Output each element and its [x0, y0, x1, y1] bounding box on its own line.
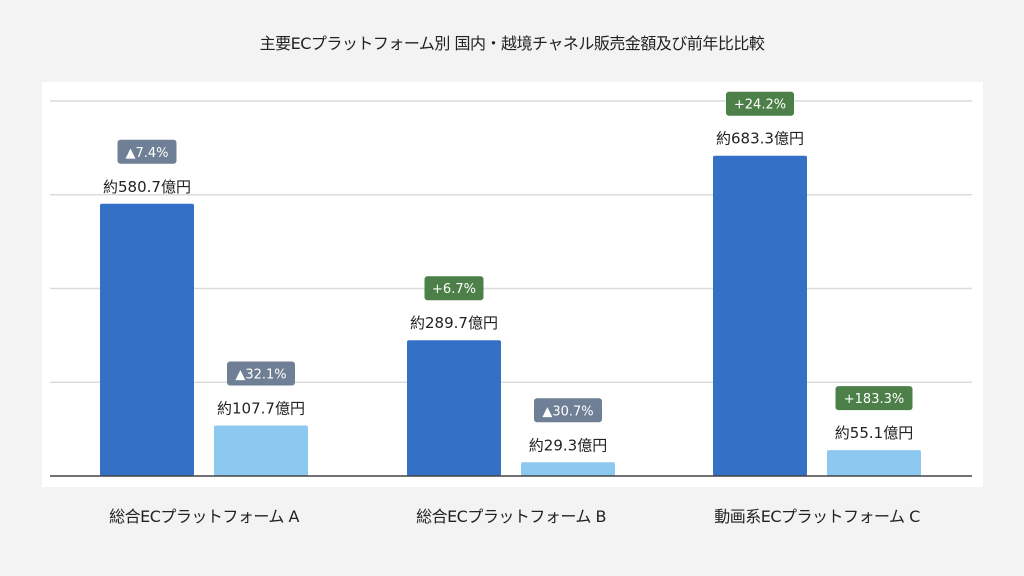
- value-label: 約29.3億円: [529, 436, 607, 454]
- bar-越境-2: [521, 462, 615, 476]
- change-badge: [534, 398, 602, 423]
- value-label: 約107.7億円: [217, 400, 305, 418]
- change-badge: [835, 386, 913, 411]
- change-badge: [424, 276, 484, 301]
- change-badge-text: +6.7%: [432, 282, 476, 297]
- x-tick-label: 総合ECプラットフォーム B: [416, 507, 606, 526]
- change-badge-text: +183.3%: [844, 392, 904, 407]
- bar-越境-1: [214, 425, 308, 476]
- change-badge: [117, 139, 177, 164]
- value-label: 約289.7億円: [410, 314, 498, 332]
- bar-国内-2: [407, 340, 501, 476]
- change-badge-text: ▲30.7%: [542, 404, 593, 419]
- value-label: 約580.7億円: [103, 178, 191, 196]
- bar-越境-3: [827, 450, 921, 476]
- value-label: 約683.3億円: [716, 130, 804, 148]
- x-tick-label: 動画系ECプラットフォーム C: [714, 507, 920, 526]
- change-badge: [227, 361, 295, 386]
- value-label: 約55.1億円: [835, 424, 913, 442]
- bar-国内-3: [713, 155, 807, 476]
- change-badge: [726, 91, 794, 116]
- change-badge-text: +24.2%: [734, 98, 786, 113]
- x-tick-label: 総合ECプラットフォーム A: [109, 507, 299, 526]
- plot-panel: [42, 82, 983, 487]
- change-badge-text: ▲32.1%: [235, 368, 286, 383]
- chart-title: 主要ECプラットフォーム別 国内・越境チャネル販売金額及び前年比比較: [259, 34, 765, 53]
- change-badge-text: ▲7.4%: [125, 146, 168, 161]
- bar-国内-1: [100, 203, 194, 476]
